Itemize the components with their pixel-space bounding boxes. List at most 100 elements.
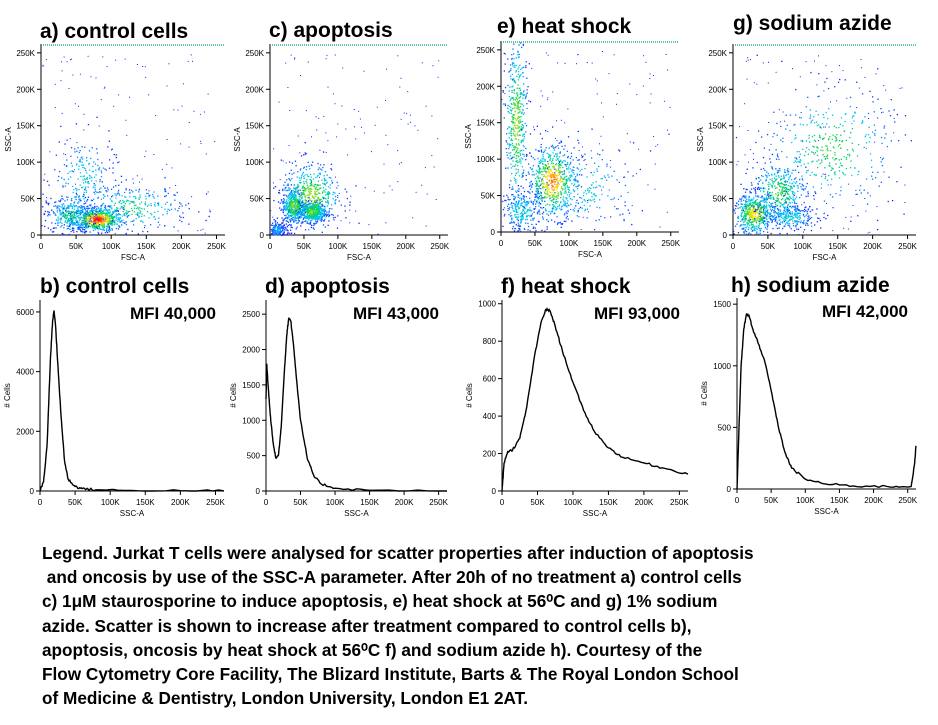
data-point <box>551 173 553 175</box>
data-point <box>335 199 337 201</box>
data-point <box>317 205 319 207</box>
data-point <box>61 112 63 114</box>
data-point <box>525 155 528 157</box>
data-point <box>519 109 521 111</box>
data-point <box>546 186 549 188</box>
data-point <box>593 171 595 173</box>
data-point <box>504 104 507 107</box>
data-point <box>77 228 79 230</box>
data-point <box>114 209 116 211</box>
data-point <box>95 77 97 79</box>
data-point <box>293 214 295 216</box>
data-point <box>87 213 89 215</box>
data-point <box>76 221 78 223</box>
data-point <box>318 209 320 211</box>
data-point <box>94 206 96 208</box>
data-point <box>563 192 566 194</box>
data-point <box>83 226 85 229</box>
data-point <box>593 198 596 200</box>
data-point <box>58 200 60 202</box>
data-point <box>308 219 310 221</box>
data-point <box>89 175 91 177</box>
data-point <box>105 214 108 216</box>
data-point <box>515 155 517 157</box>
data-point <box>511 62 514 64</box>
data-point <box>73 214 75 216</box>
data-point <box>107 209 109 211</box>
data-point <box>538 185 540 187</box>
data-point <box>288 203 290 205</box>
data-point <box>311 199 313 202</box>
data-point <box>512 210 515 212</box>
data-point <box>84 208 86 210</box>
data-point <box>315 220 317 222</box>
data-point <box>205 219 207 222</box>
data-point <box>50 229 52 231</box>
data-point <box>545 165 548 167</box>
data-point <box>556 153 558 155</box>
data-point <box>520 103 522 105</box>
data-point <box>315 215 317 217</box>
data-point <box>550 170 552 172</box>
data-point <box>310 205 312 208</box>
data-point <box>515 160 517 163</box>
data-point <box>82 214 84 216</box>
data-point <box>293 184 296 186</box>
data-point <box>301 221 304 223</box>
data-point <box>68 225 70 228</box>
data-point <box>324 182 326 185</box>
data-point <box>601 177 603 180</box>
data-point <box>53 212 55 214</box>
data-point <box>59 220 62 222</box>
data-point <box>115 156 117 159</box>
data-point <box>319 215 321 217</box>
data-point <box>559 170 561 173</box>
data-point <box>68 88 70 89</box>
data-point <box>286 207 288 209</box>
data-point <box>81 211 84 213</box>
data-point <box>573 207 576 209</box>
data-point <box>546 184 548 186</box>
data-point <box>181 220 183 223</box>
data-point <box>200 140 202 142</box>
data-point <box>510 163 512 165</box>
data-point <box>522 171 525 173</box>
data-point <box>69 138 71 140</box>
data-point <box>526 215 528 217</box>
data-point <box>349 222 351 224</box>
data-point <box>293 196 295 198</box>
data-point <box>94 203 96 205</box>
data-point <box>105 212 107 215</box>
data-point <box>142 66 144 67</box>
data-point <box>310 214 312 216</box>
data-point <box>99 181 101 183</box>
data-point <box>69 228 71 230</box>
data-point <box>318 198 320 200</box>
data-point <box>108 227 111 229</box>
data-point <box>312 207 314 210</box>
data-point <box>309 192 311 194</box>
data-point <box>42 193 44 195</box>
data-point <box>556 120 557 122</box>
data-point <box>592 174 594 176</box>
data-point <box>109 215 111 217</box>
data-point <box>92 211 94 213</box>
data-point <box>542 156 544 158</box>
data-point <box>607 174 609 176</box>
data-point <box>551 163 553 165</box>
data-point <box>541 195 543 197</box>
data-point <box>309 199 311 202</box>
data-point <box>97 231 99 234</box>
data-point <box>286 213 288 215</box>
data-point <box>288 216 290 218</box>
x-tick-label: 250K <box>661 239 680 248</box>
data-point <box>564 183 567 186</box>
data-point <box>514 208 517 210</box>
data-point <box>305 220 307 222</box>
data-point <box>99 220 101 222</box>
data-point <box>95 227 97 229</box>
data-point <box>322 166 324 169</box>
data-point <box>315 203 317 206</box>
data-point <box>288 232 290 234</box>
data-point <box>533 174 535 176</box>
